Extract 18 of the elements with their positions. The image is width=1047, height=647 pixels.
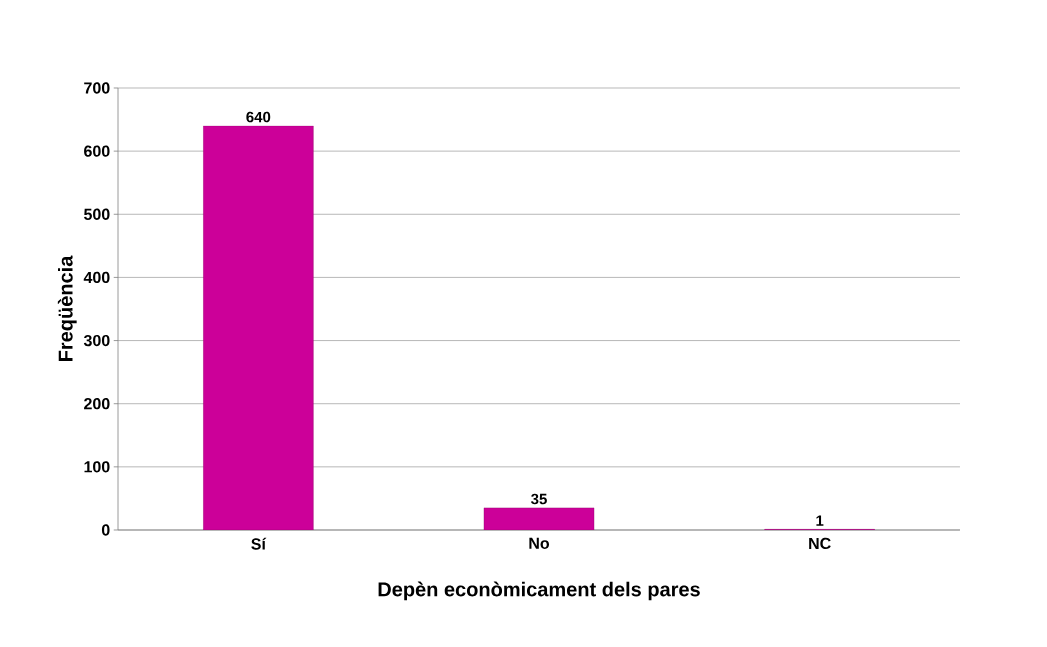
y-tick-label: 500 <box>84 208 110 220</box>
bar <box>483 507 595 530</box>
x-axis-title: Depèn econòmicament dels pares <box>378 581 700 601</box>
bar <box>203 125 314 530</box>
x-tick-label: NC <box>809 537 831 550</box>
data-label: 640 <box>246 111 271 123</box>
y-tick-label: 300 <box>83 334 110 347</box>
data-label: 1 <box>816 515 824 526</box>
y-tick-label: 0 <box>101 524 110 536</box>
data-label: 35 <box>531 493 547 505</box>
y-tick-label: 600 <box>84 145 110 157</box>
y-tick-label: 100 <box>84 461 110 473</box>
y-tick-label: 200 <box>84 398 110 410</box>
x-tick-label: Sí <box>251 537 267 550</box>
y-axis-title: Freqüència <box>57 255 77 362</box>
y-tick-label: 700 <box>84 82 110 94</box>
y-tick-label: 400 <box>83 271 110 284</box>
x-tick-label: No <box>529 537 550 549</box>
